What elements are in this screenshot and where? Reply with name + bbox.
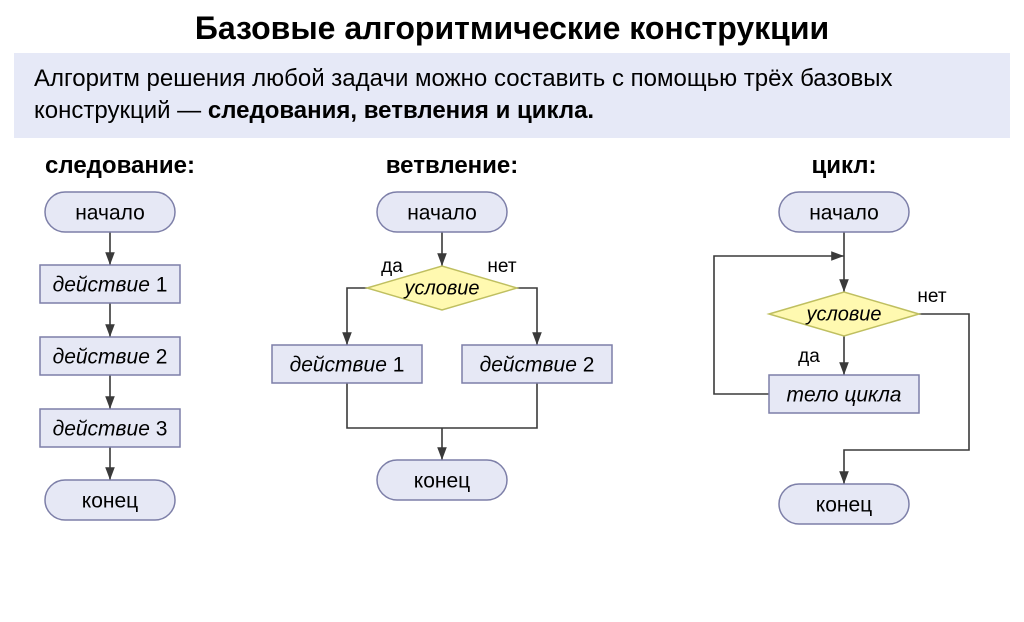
svg-text:конец: конец: [414, 469, 470, 492]
svg-text:условие: условие: [402, 278, 479, 300]
flowchart-branch: да нет начало условие действие 1 действие 2 ко…: [252, 184, 632, 564]
svg-text:да: да: [381, 256, 403, 277]
flowchart-loop: да нет начало условие тело цикла конец: [674, 184, 994, 564]
svg-text:да: да: [798, 346, 820, 367]
svg-text:действие 2: действие 2: [480, 353, 595, 376]
svg-text:начало: начало: [809, 201, 879, 224]
panel-loop-title: цикл:: [674, 152, 1014, 180]
svg-text:действие 1: действие 1: [53, 273, 168, 296]
svg-text:тело цикла: тело цикла: [787, 383, 902, 406]
intro-box: Алгоритм решения любой задачи можно сост…: [14, 53, 1010, 138]
panel-branch-title: ветвление:: [252, 152, 652, 180]
svg-text:нет: нет: [917, 286, 946, 307]
panel-sequence-title: следование:: [10, 152, 230, 180]
panels-row: следование: начало действие 1 действие 2 де…: [0, 152, 1024, 564]
svg-text:нет: нет: [487, 256, 516, 277]
svg-text:действие 3: действие 3: [53, 417, 168, 440]
flowchart-sequence: начало действие 1 действие 2 действие 3 коне…: [10, 184, 210, 564]
intro-bold: следования, ветвления и цикла.: [208, 97, 594, 124]
svg-text:условие: условие: [804, 304, 881, 326]
panel-branch: ветвление: данетначалоусловиедействие 1д…: [252, 152, 652, 564]
svg-text:начало: начало: [407, 201, 477, 224]
page-title: Базовые алгоритмические конструкции: [0, 10, 1024, 47]
panel-sequence: следование: начало действие 1 действие 2 де…: [10, 152, 230, 564]
svg-text:действие 2: действие 2: [53, 345, 168, 368]
svg-text:действие 1: действие 1: [290, 353, 405, 376]
svg-text:конец: конец: [82, 489, 138, 512]
svg-text:конец: конец: [816, 493, 872, 516]
svg-text:начало: начало: [75, 201, 145, 224]
panel-loop: цикл: да нет начало условие тело цикла конец: [674, 152, 1014, 564]
